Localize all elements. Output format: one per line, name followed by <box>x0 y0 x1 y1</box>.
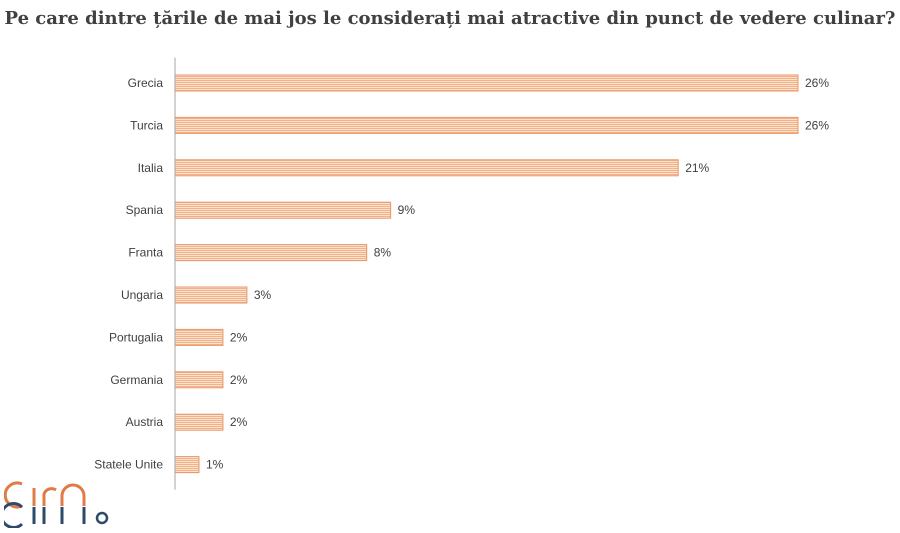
bar <box>174 201 392 219</box>
category-label: Grecia <box>128 76 164 90</box>
value-label: 26% <box>805 118 829 132</box>
bars-layer: Grecia 26% Turcia 26% Italia 21% Spania 9% Frant… <box>94 74 829 474</box>
value-label: 21% <box>685 161 709 175</box>
category-label: Italia <box>138 161 164 175</box>
value-label: 26% <box>805 76 829 90</box>
category-label: Germania <box>110 373 163 387</box>
category-label: Spania <box>126 203 164 217</box>
category-label: Statele Unite <box>94 458 163 472</box>
value-label: 9% <box>398 203 416 217</box>
bar <box>174 413 224 431</box>
value-label: 3% <box>254 288 272 302</box>
value-label: 1% <box>206 458 224 472</box>
category-label: Portugalia <box>109 330 163 344</box>
bar <box>174 286 248 304</box>
category-label: Franta <box>128 246 163 260</box>
category-label: Ungaria <box>121 288 163 302</box>
value-label: 8% <box>374 246 392 260</box>
value-label: 2% <box>230 330 248 344</box>
value-label: 2% <box>230 415 248 429</box>
bar <box>174 74 799 92</box>
bar <box>174 328 224 346</box>
bar <box>174 456 200 474</box>
bar <box>174 244 368 262</box>
category-label: Turcia <box>130 118 163 132</box>
bar <box>174 116 799 134</box>
bar <box>174 371 224 389</box>
category-label: Austria <box>126 415 164 429</box>
value-label: 2% <box>230 373 248 387</box>
chart-title: Pe care dintre țările de mai jos le cons… <box>4 8 896 29</box>
cira-logo <box>4 481 109 528</box>
bar <box>174 159 679 177</box>
